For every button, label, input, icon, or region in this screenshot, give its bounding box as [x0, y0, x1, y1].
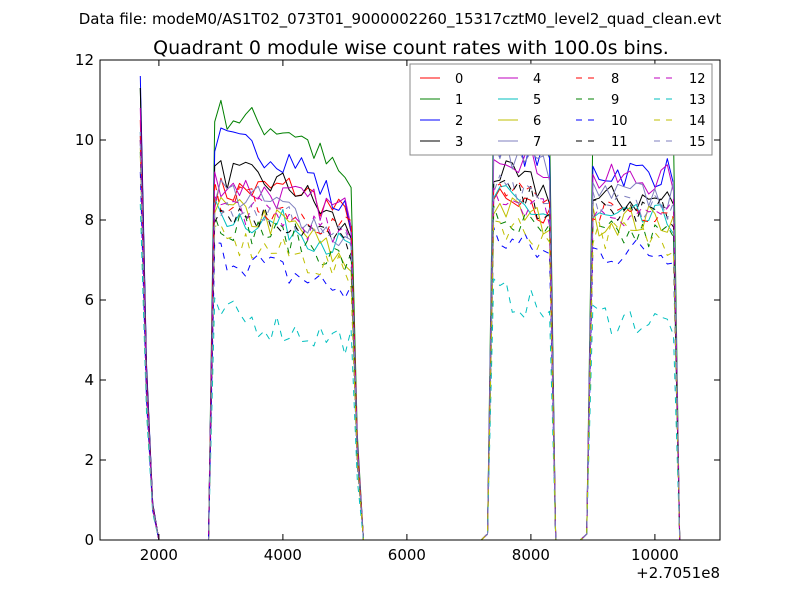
legend-label-10: 10: [611, 114, 628, 129]
y-tick-label: 4: [84, 371, 94, 389]
x-tick-label: 10000: [631, 546, 679, 564]
y-tick-label: 2: [84, 451, 94, 469]
series-line-10: [139, 171, 681, 540]
series-line-12: [139, 139, 681, 540]
y-tick-label: 8: [84, 211, 94, 229]
y-tick-label: 12: [75, 51, 94, 69]
series-line-11: [139, 139, 681, 540]
series-line-1: [139, 87, 681, 540]
series-line-5: [139, 131, 681, 540]
series-layer: [139, 75, 681, 540]
data-file-title: Data file: modeM0/AS1T02_073T01_90000022…: [79, 10, 722, 29]
series-line-6: [139, 147, 681, 540]
legend-label-0: 0: [455, 72, 463, 87]
legend-label-5: 5: [533, 93, 541, 108]
legend-label-8: 8: [611, 72, 619, 87]
series-line-7: [139, 131, 681, 540]
legend-label-12: 12: [689, 72, 706, 87]
legend-label-14: 14: [689, 114, 706, 129]
legend-label-1: 1: [455, 93, 463, 108]
x-tick-label: 8000: [512, 546, 550, 564]
series-line-13: [139, 203, 681, 540]
series-line-9: [139, 151, 681, 540]
series-line-4: [139, 107, 681, 540]
legend-box: [409, 63, 713, 156]
series-line-15: [139, 143, 681, 540]
y-tick-label: 6: [84, 291, 94, 309]
legend-label-6: 6: [533, 114, 541, 129]
x-offset-label: +2.7051e8: [636, 564, 720, 582]
x-tick-label: 4000: [264, 546, 302, 564]
series-line-3: [139, 87, 681, 540]
x-tick-label: 2000: [140, 546, 178, 564]
series-line-14: [139, 155, 681, 540]
legend-label-13: 13: [689, 93, 706, 108]
y-tick-label: 10: [75, 131, 94, 149]
legend-label-4: 4: [533, 72, 541, 87]
legend-label-15: 15: [689, 135, 706, 150]
legend-label-3: 3: [455, 135, 463, 150]
x-tick-label: 6000: [388, 546, 426, 564]
legend-label-7: 7: [533, 135, 541, 150]
legend-label-9: 9: [611, 93, 619, 108]
legend-label-11: 11: [611, 135, 628, 150]
y-tick-label: 0: [84, 531, 94, 549]
legend-label-2: 2: [455, 114, 463, 129]
chart-title: Quadrant 0 module wise count rates with …: [153, 37, 669, 59]
